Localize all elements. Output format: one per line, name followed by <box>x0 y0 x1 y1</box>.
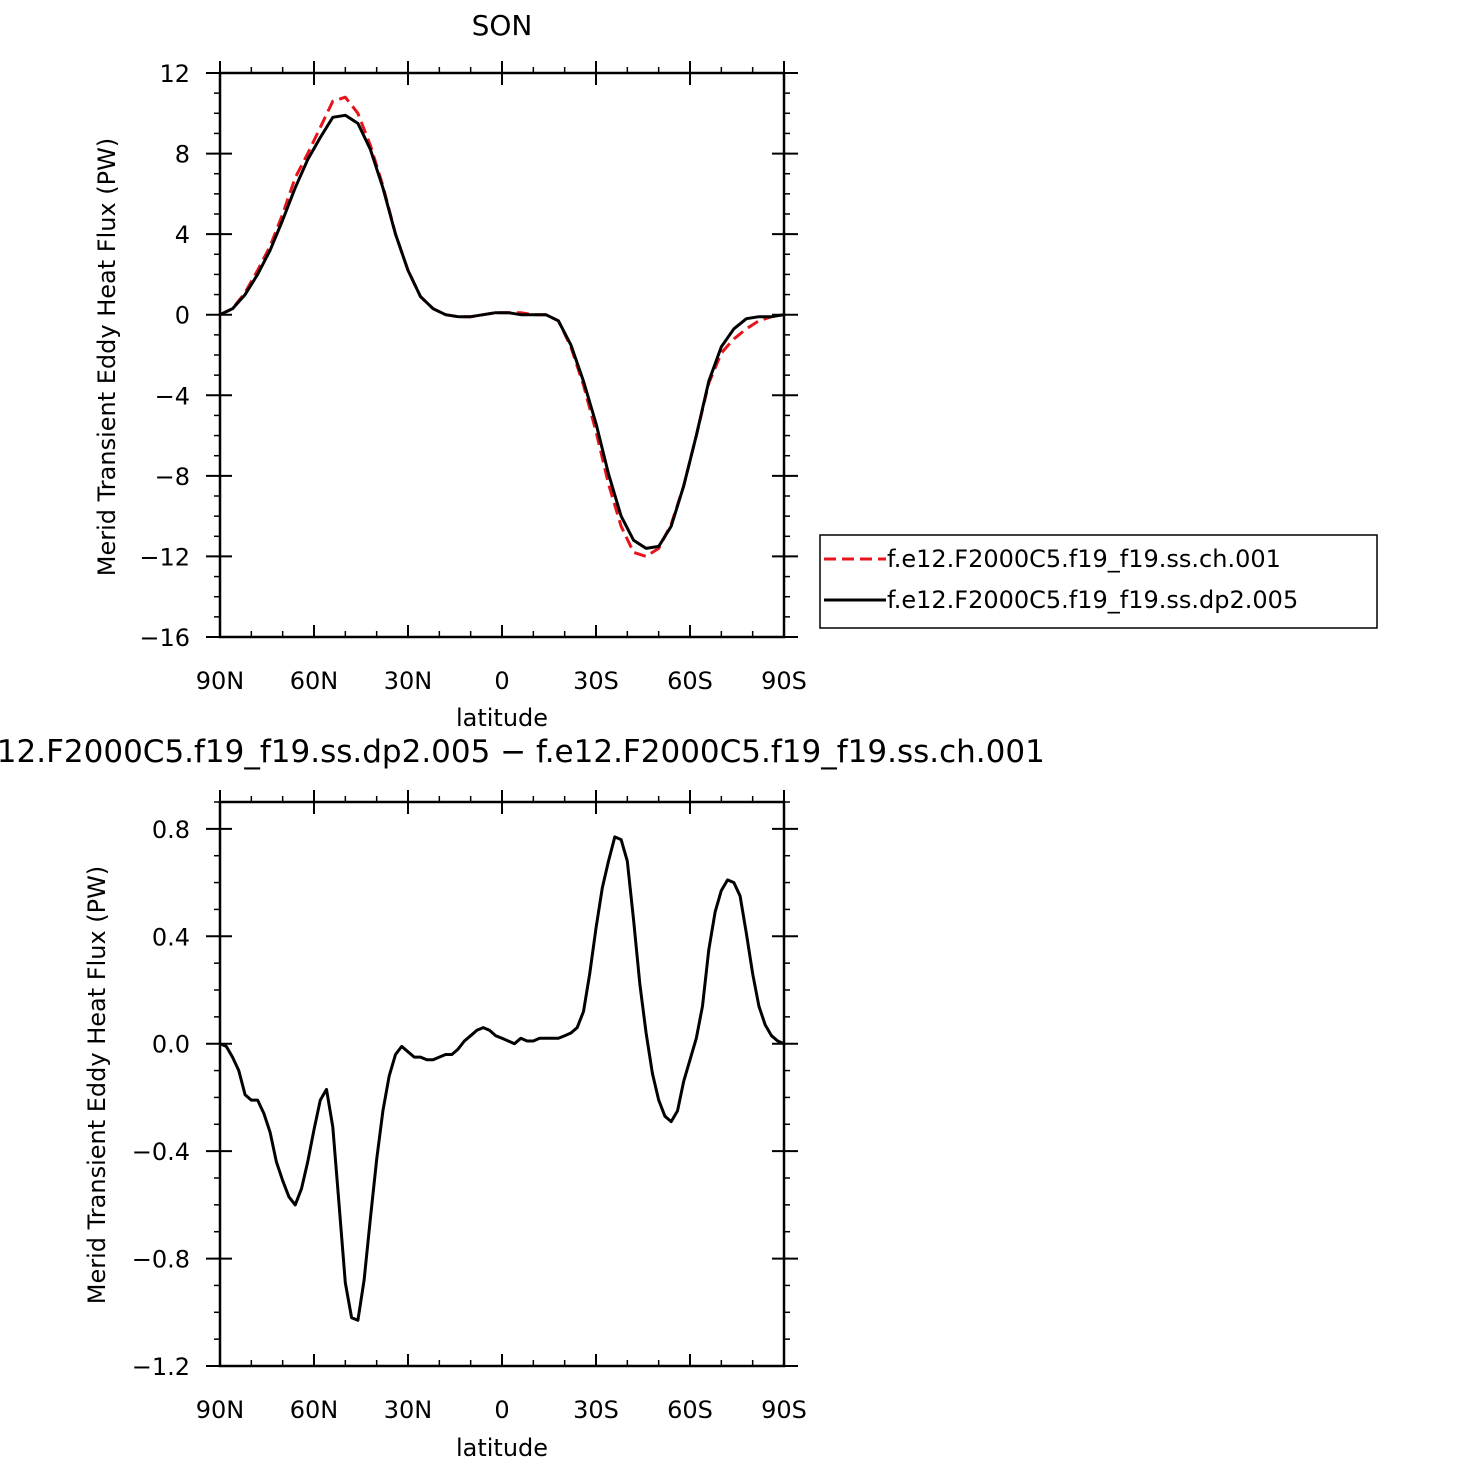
x-tick-label: 30S <box>573 1396 619 1424</box>
x-tick-label: 0 <box>494 1396 509 1424</box>
x-tick-label: 0 <box>494 667 509 695</box>
legend-box <box>819 534 1378 629</box>
y-tick-label: 8 <box>175 141 190 169</box>
bottom-panel: f.e12.F2000C5.f19_f19.ss.dp2.005 − f.e12… <box>0 734 1045 1462</box>
x-tick-label: 90N <box>196 667 245 695</box>
bottom-chart-title: f.e12.F2000C5.f19_f19.ss.dp2.005 − f.e12… <box>0 734 1045 770</box>
top-series <box>219 95 785 558</box>
y-tick-label: −12 <box>139 543 190 571</box>
bottom-x-ticks: 90N 60N 30N 0 30S 60S 90S <box>196 790 807 1424</box>
top-x-ticks: 90N 60N 30N 0 30S 60S 90S <box>196 61 807 695</box>
x-tick-label: 90N <box>196 1396 245 1424</box>
x-tick-label: 30N <box>384 667 433 695</box>
x-tick-label: 60N <box>290 667 339 695</box>
bottom-y-ticks: 0.8 0.4 0.0 −0.4 −0.8 −1.2 <box>132 801 798 1381</box>
legend-label-ch001: f.e12.F2000C5.f19_f19.ss.ch.001 <box>887 545 1281 573</box>
bottom-y-axis-label: Merid Transient Eddy Heat Flux (PW) <box>83 866 111 1304</box>
y-tick-label: 0.8 <box>152 816 190 844</box>
y-tick-label: −16 <box>139 624 190 652</box>
bottom-x-axis-label: latitude <box>456 1434 548 1462</box>
top-y-ticks: 12 8 4 0 −4 −8 −12 −16 <box>139 60 798 652</box>
x-tick-label: 60N <box>290 1396 339 1424</box>
y-tick-label: 0.0 <box>152 1031 190 1059</box>
y-tick-label: −1.2 <box>132 1353 190 1381</box>
y-tick-label: 0 <box>175 302 190 330</box>
x-tick-label: 60S <box>667 1396 713 1424</box>
x-tick-label: 90S <box>761 1396 807 1424</box>
x-tick-label: 90S <box>761 667 807 695</box>
series-line-2 <box>219 113 785 550</box>
y-tick-label: −0.8 <box>132 1246 190 1274</box>
legend: f.e12.F2000C5.f19_f19.ss.ch.001 f.e12.F2… <box>819 534 1378 629</box>
top-y-axis-label: Merid Transient Eddy Heat Flux (PW) <box>93 138 121 576</box>
y-tick-label: −8 <box>155 463 190 491</box>
y-tick-label: 12 <box>159 60 190 88</box>
series-line-1 <box>219 835 785 1322</box>
x-tick-label: 30S <box>573 667 619 695</box>
bottom-series <box>219 835 785 1322</box>
bottom-gridlines <box>218 800 786 1368</box>
plot-frame <box>218 800 786 1368</box>
legend-label-dp2005: f.e12.F2000C5.f19_f19.ss.dp2.005 <box>887 586 1298 614</box>
y-tick-label: −4 <box>155 382 190 410</box>
y-tick-label: 4 <box>175 221 190 249</box>
top-x-axis-label: latitude <box>456 704 548 732</box>
top-panel: SON 90N 60N 30N 0 30S 60S 90S 12840−4−8−12−16 … <box>93 9 1378 732</box>
y-tick-label: −0.4 <box>132 1138 190 1166</box>
x-tick-label: 60S <box>667 667 713 695</box>
x-tick-label: 30N <box>384 1396 433 1424</box>
y-tick-label: 0.4 <box>152 923 190 951</box>
top-chart-title: SON <box>472 9 533 42</box>
